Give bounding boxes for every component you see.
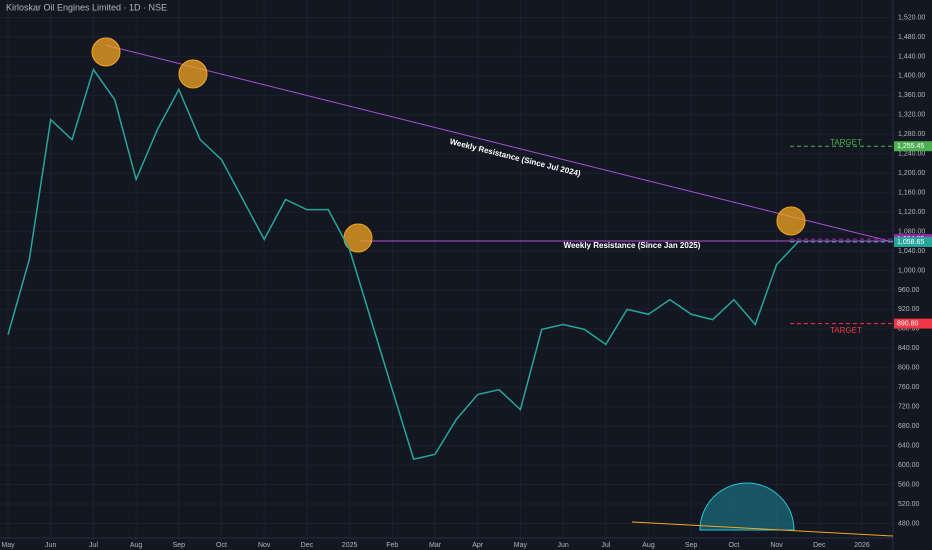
y-tick-label: 760.00 — [898, 384, 920, 391]
x-tick-label: Dec — [301, 542, 314, 549]
y-tick-label: 1,000.00 — [898, 267, 925, 274]
y-tick-label: 720.00 — [898, 404, 920, 411]
y-tick-label: 1,040.00 — [898, 248, 925, 255]
x-tick-label: Dec — [813, 542, 826, 549]
price-tag — [894, 318, 932, 329]
volume-trend-line — [631, 521, 894, 537]
price-tag-label: 890.80 — [897, 320, 919, 327]
price-tag — [894, 236, 932, 247]
x-tick-label: Sep — [173, 542, 186, 549]
trend-line — [104, 44, 894, 243]
x-tick-label: May — [1, 542, 15, 549]
x-tick-label: Nov — [258, 542, 271, 549]
volume-dome — [699, 482, 795, 531]
y-tick-label: 840.00 — [898, 345, 920, 352]
y-tick-label: 560.00 — [898, 481, 920, 488]
x-tick-label: Oct — [216, 542, 227, 549]
x-tick-label: Jun — [45, 542, 56, 549]
y-tick-label: 1,480.00 — [898, 34, 925, 41]
x-tick-label: Jun — [557, 542, 568, 549]
y-tick-label: 1,200.00 — [898, 170, 925, 177]
y-tick-label: 480.00 — [898, 520, 920, 527]
x-tick-label: May — [514, 542, 528, 549]
highlight-circle — [178, 59, 208, 89]
annotation: TARGET — [830, 326, 862, 335]
annotation: TARGET — [830, 138, 862, 147]
x-tick-label: Oct — [728, 542, 739, 549]
x-tick-label: Jul — [601, 542, 610, 549]
x-tick-label: Feb — [386, 542, 398, 549]
y-tick-label: 960.00 — [898, 287, 920, 294]
y-tick-label: 1,440.00 — [898, 53, 925, 60]
highlight-circle — [776, 206, 806, 236]
y-tick-label: 920.00 — [898, 306, 920, 313]
x-tick-label: 2025 — [342, 542, 358, 549]
x-tick-label: Apr — [472, 542, 484, 549]
y-tick-label: 680.00 — [898, 423, 920, 430]
chart-title: Kirloskar Oil Engines Limited · 1D · NSE — [6, 2, 167, 12]
x-tick-label: Aug — [642, 542, 655, 549]
y-tick-label: 1,160.00 — [898, 189, 925, 196]
y-tick-label: 600.00 — [898, 462, 920, 469]
y-tick-label: 1,360.00 — [898, 92, 925, 99]
annotation: Weekly Resistance (Since Jan 2025) — [564, 241, 701, 250]
y-tick-label: 1,280.00 — [898, 131, 925, 138]
y-tick-label: 1,520.00 — [898, 14, 925, 21]
price-tag-label: 1,255.45 — [897, 143, 924, 150]
y-tick-label: 800.00 — [898, 365, 920, 372]
x-tick-label: Aug — [130, 542, 143, 549]
y-tick-label: 1,320.00 — [898, 112, 925, 119]
price-line — [7, 67, 799, 461]
x-tick-label: Nov — [770, 542, 783, 549]
price-tag-label: 1,058.65 — [897, 239, 924, 246]
x-tick-label: Sep — [685, 542, 698, 549]
price-tag — [894, 141, 932, 152]
y-tick-label: 1,400.00 — [898, 73, 925, 80]
y-tick-label: 1,120.00 — [898, 209, 925, 216]
y-tick-label: 1,240.00 — [898, 151, 925, 158]
y-tick-label: 1,080.00 — [898, 228, 925, 235]
y-tick-label: 880.00 — [898, 326, 920, 333]
x-tick-label: Jul — [89, 542, 98, 549]
highlight-circle — [91, 37, 121, 67]
y-tick-label: 640.00 — [898, 442, 920, 449]
y-tick-label: 520.00 — [898, 501, 920, 508]
x-tick-label: 2026 — [854, 542, 870, 549]
x-tick-label: Mar — [429, 542, 442, 549]
